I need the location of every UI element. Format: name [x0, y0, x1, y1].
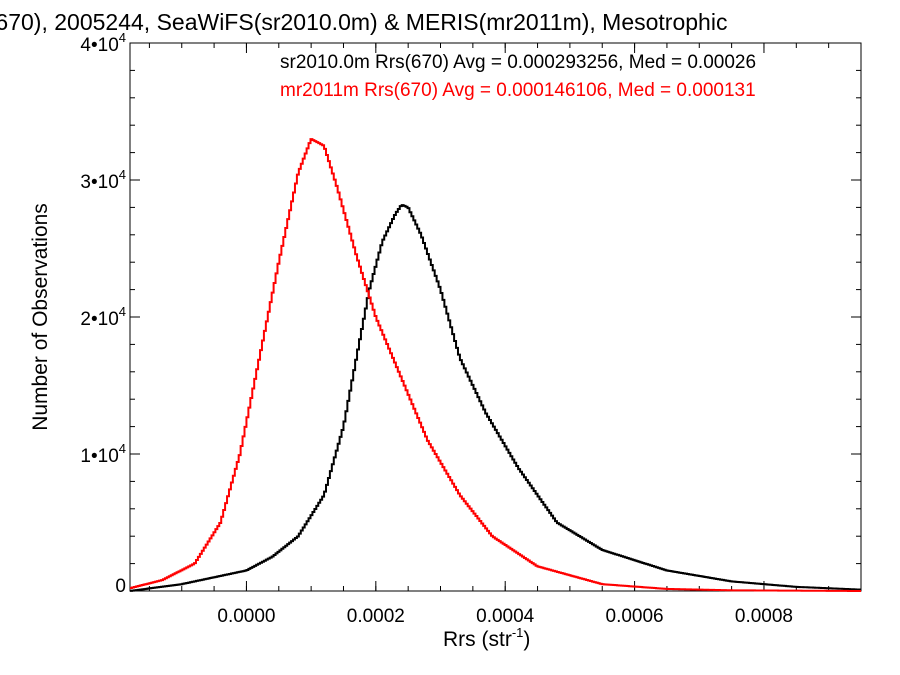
x-axis-label: Rrs (str-1): [443, 625, 530, 651]
x-tick-label: 0.0004: [476, 606, 535, 627]
plot-frame: [129, 42, 862, 592]
series-line-sr2010.0m: [130, 204, 861, 592]
x-axis-ticks: 0.0000 0.0002 0.0004 0.0006 0.0008: [148, 43, 830, 627]
y-axis-ticks: 0 1•104 2•104 3•104 4•104: [80, 30, 861, 597]
x-axis-label-exponent: -1: [512, 625, 524, 640]
x-tick-label: 0.0006: [606, 606, 664, 627]
y-tick-label: 2•104: [80, 304, 126, 330]
y-axis-label: Number of Observations: [29, 203, 52, 431]
series-lines: [130, 138, 861, 592]
x-axis-label-main: Rrs (str: [443, 628, 512, 651]
y-tick-label: 0: [115, 576, 126, 597]
chart-title: Rrs(670), 2005244, SeaWiFS(sr2010.0m) & …: [0, 9, 727, 35]
x-tick-label: 0.0008: [735, 606, 793, 627]
x-axis-label-close: ): [523, 628, 530, 651]
series-annotation-red: mr2011m Rrs(670) Avg = 0.000146106, Med …: [280, 80, 756, 101]
x-tick-label: 0.0002: [347, 606, 405, 627]
y-tick-label: 1•104: [80, 441, 126, 467]
series-line-mr2011m: [130, 138, 861, 592]
y-tick-label: 3•104: [80, 167, 126, 193]
series-annotation-black: sr2010.0m Rrs(670) Avg = 0.000293256, Me…: [280, 52, 756, 73]
x-tick-label: 0.0000: [217, 606, 275, 627]
y-tick-label: 4•104: [80, 30, 126, 56]
